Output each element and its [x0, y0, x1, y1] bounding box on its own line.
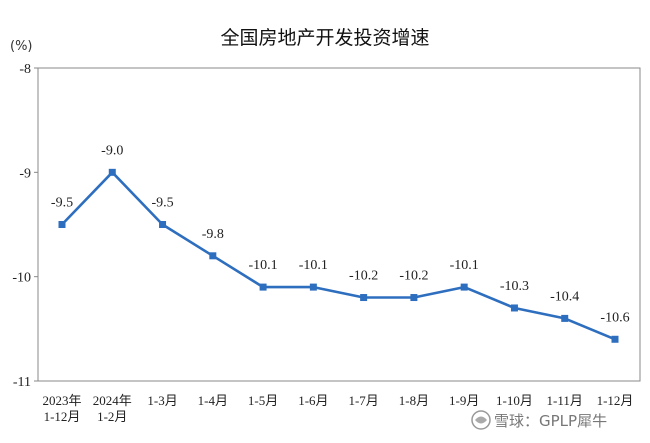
x-tick-label: 2024年 1-2月: [93, 393, 132, 424]
y-tick-label: -10: [12, 271, 31, 286]
data-label: -9.0: [101, 143, 123, 158]
watermark: 雪球：GPLP犀牛: [471, 410, 607, 430]
data-point: [460, 283, 468, 291]
data-point: [360, 294, 368, 302]
data-point: [159, 221, 167, 228]
data-label: -9.5: [151, 196, 173, 211]
data-label: -9.8: [202, 227, 224, 242]
data-point: [309, 283, 317, 291]
data-point: [259, 283, 267, 291]
data-point: [561, 314, 569, 322]
chart-title: 全国房地产开发投资增速: [220, 27, 429, 49]
data-labels: -9.5 -9.0 -9.5 -9.8 -10.1 -10.1 -10.2 -10.2 -10.…: [51, 143, 630, 325]
x-axis: 2023年 1-12月 2024年 1-2月 1-3月 1-4月 1-5月 1-6月 1-7月 1…: [42, 393, 633, 424]
data-point: [611, 335, 619, 343]
data-label: -10.6: [600, 310, 629, 325]
data-label: -10.2: [399, 269, 428, 284]
data-point: [108, 168, 116, 176]
x-tick-label: 1-3月: [147, 393, 177, 408]
x-tick-label: 1-5月: [248, 393, 278, 408]
data-point: [410, 294, 418, 302]
x-tick-label: 1-8月: [399, 393, 429, 408]
data-label: -10.1: [299, 258, 328, 273]
data-label: -10.3: [500, 279, 529, 294]
snowball-logo-icon: [471, 410, 491, 430]
series-markers: [58, 168, 619, 343]
data-label: -10.1: [249, 258, 278, 273]
y-tick-label: -11: [13, 375, 31, 390]
data-label: -10.2: [349, 269, 378, 284]
data-point: [510, 304, 518, 312]
x-tick-label: 1-10月: [496, 393, 533, 408]
series-line: [61, 171, 616, 341]
x-tick-label: 1-12月: [597, 393, 634, 408]
x-tick-label: 1-4月: [198, 393, 228, 408]
x-tick-label: 1-7月: [348, 393, 378, 408]
data-label: -9.5: [51, 196, 73, 211]
y-axis-unit: (%): [10, 39, 33, 54]
data-point: [209, 252, 217, 260]
data-point: [58, 221, 66, 228]
y-axis: -8 -9 -10 -11: [12, 62, 38, 390]
data-label: -10.1: [450, 258, 479, 273]
y-tick-label: -8: [19, 62, 31, 77]
y-tick-label: -9: [19, 166, 31, 181]
x-tick-label: 1-9月: [449, 393, 479, 408]
watermark-text: 雪球：GPLP犀牛: [494, 412, 607, 430]
plot-area: [37, 67, 641, 382]
data-label: -10.4: [550, 289, 579, 304]
x-tick-label: 2023年 1-12月: [42, 393, 81, 424]
x-tick-label: 1-11月: [547, 393, 583, 408]
x-tick-label: 1-6月: [298, 393, 328, 408]
